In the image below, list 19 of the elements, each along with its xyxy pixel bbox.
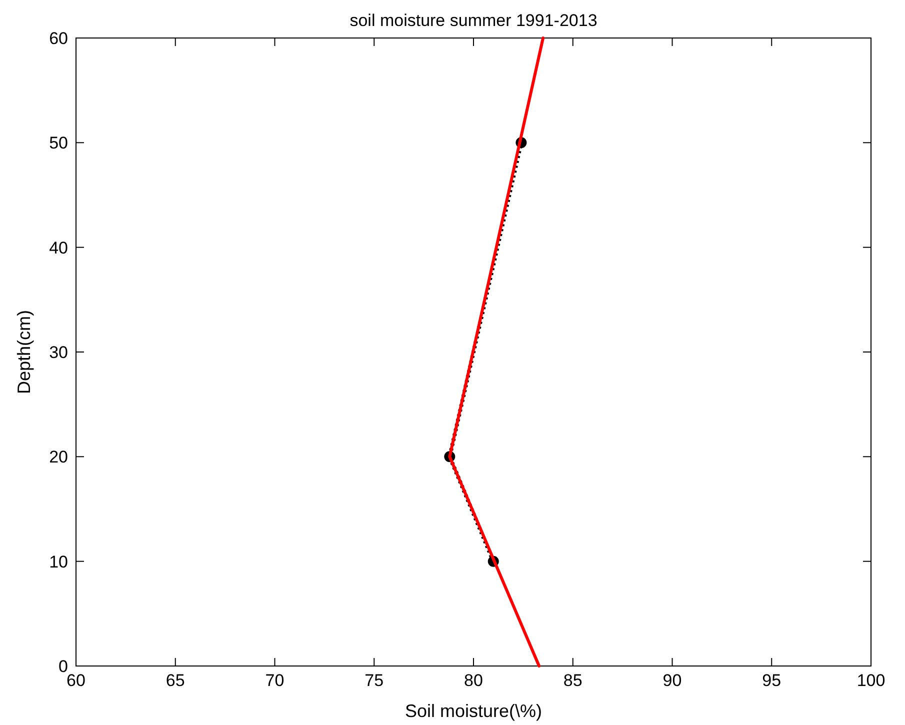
y-axis-title: Depth(cm) [14, 310, 34, 394]
x-tick-label: 85 [563, 671, 582, 690]
x-tick-label: 80 [464, 671, 483, 690]
x-tick-label: 90 [662, 671, 682, 690]
y-tick-label: 10 [49, 552, 68, 572]
x-tick-label: 75 [364, 671, 384, 690]
x-tick-label: 65 [166, 671, 185, 690]
y-tick-label: 50 [49, 134, 68, 153]
y-tick-label: 40 [49, 238, 68, 258]
y-tick-label: 20 [49, 448, 68, 467]
x-tick-label: 100 [856, 671, 886, 690]
x-tick-label: 70 [265, 671, 284, 690]
x-axis-title: Soil moisture(\%) [404, 701, 542, 721]
y-tick-label: 0 [58, 657, 68, 676]
y-tick-label: 60 [49, 29, 68, 48]
y-tick-label: 30 [49, 343, 68, 362]
x-tick-label: 60 [66, 671, 86, 690]
chart-title: soil moisture summer 1991-2013 [350, 11, 598, 30]
x-tick-label: 95 [762, 671, 782, 690]
